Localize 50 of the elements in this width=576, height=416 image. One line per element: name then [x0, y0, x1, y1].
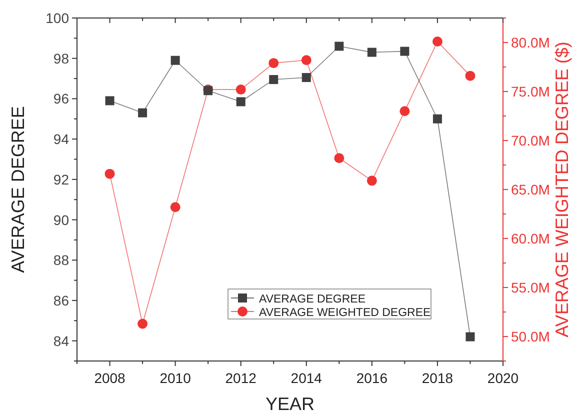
y2-tick-label: 55.0M	[511, 280, 550, 296]
point	[466, 332, 475, 342]
x-axis-title: YEAR	[265, 394, 315, 414]
point	[400, 46, 410, 56]
x-tick-label: 2016	[356, 370, 388, 386]
point	[138, 108, 148, 118]
y2-tick-label: 60.0M	[511, 230, 550, 246]
y2-tick-label: 50.0M	[511, 328, 550, 344]
y2-axis-title: AVERAGE WEIGHTED DEGREE ($)	[552, 42, 572, 338]
y-axis-title: AVERAGE DEGREE	[8, 106, 28, 273]
point	[105, 96, 114, 106]
point	[465, 70, 476, 81]
legend-label: AVERAGE DEGREE	[259, 294, 366, 306]
point	[170, 56, 180, 65]
point	[400, 106, 410, 116]
point	[236, 84, 246, 95]
point	[170, 202, 180, 212]
point	[432, 114, 442, 124]
point	[269, 75, 278, 84]
y-tick-label: 100	[46, 10, 70, 26]
point	[334, 42, 344, 51]
y-tick-label: 98	[53, 50, 70, 66]
point	[301, 55, 312, 66]
point	[268, 58, 279, 68]
x-tick-label: 2010	[160, 370, 192, 386]
y2-tick-label: 65.0M	[511, 182, 550, 198]
x-tick-label: 2008	[94, 370, 126, 386]
point	[302, 73, 311, 82]
y-tick-label: 94	[53, 131, 70, 148]
y-tick-label: 90	[53, 212, 70, 228]
y2-tick-label: 70.0M	[511, 132, 550, 148]
x-tick-label: 2012	[225, 370, 257, 386]
x-tick-label: 2014	[290, 370, 322, 386]
point	[366, 176, 377, 186]
point	[367, 48, 376, 57]
y-tick-label: 96	[53, 90, 70, 107]
legend-label: AVERAGE WEIGHTED DEGREE	[259, 307, 432, 319]
point	[236, 97, 246, 106]
y2-tick-label: 75.0M	[511, 84, 550, 100]
x-tick-label: 2020	[487, 370, 519, 386]
y-tick-label: 92	[53, 171, 70, 188]
point	[334, 153, 344, 164]
y2-tick-label: 80.0M	[511, 34, 550, 50]
point	[138, 318, 148, 329]
point	[104, 168, 115, 179]
x-tick-label: 2018	[422, 370, 454, 386]
y-tick-label: 88	[53, 252, 70, 268]
y-tick-label: 84	[53, 332, 70, 349]
point	[432, 36, 442, 47]
y-tick-label: 86	[53, 292, 70, 308]
